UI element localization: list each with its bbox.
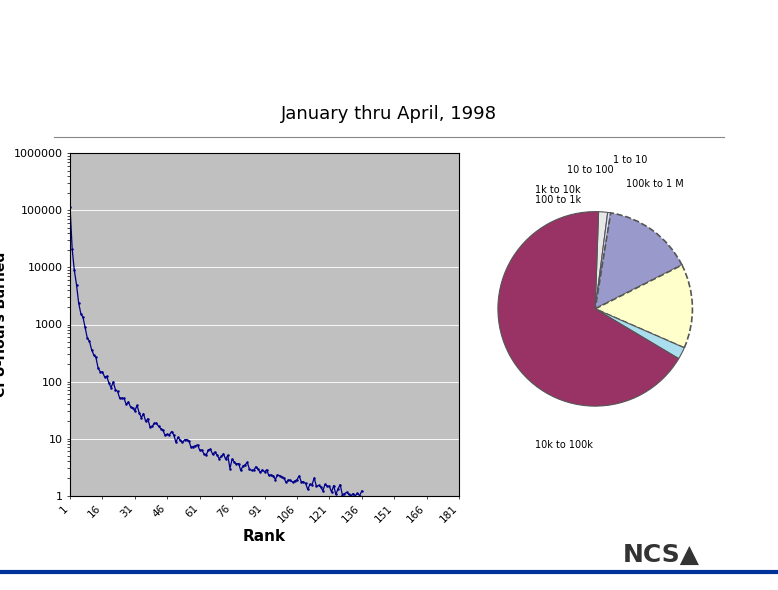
Text: NCS▲: NCS▲ <box>623 543 699 566</box>
Text: 10 to 100: 10 to 100 <box>567 165 614 175</box>
Wedge shape <box>595 213 682 309</box>
Wedge shape <box>498 212 678 406</box>
Text: 100 to 1k: 100 to 1k <box>535 195 581 205</box>
Wedge shape <box>595 212 611 309</box>
Text: January thru April, 1998: January thru April, 1998 <box>281 105 497 123</box>
Text: 1 to 10: 1 to 10 <box>612 155 647 165</box>
Wedge shape <box>595 265 692 348</box>
Wedge shape <box>595 212 608 309</box>
Text: 10k to 100k: 10k to 100k <box>535 440 593 450</box>
Text: 100k to 1 M: 100k to 1 M <box>626 179 684 189</box>
Text: Dominant Usage of NCSA Origin: Dominant Usage of NCSA Origin <box>139 57 639 86</box>
Y-axis label: CPU-Hours Burned: CPU-Hours Burned <box>0 252 8 397</box>
Text: Extreme and Large PIs: Extreme and Large PIs <box>212 12 566 40</box>
X-axis label: Rank: Rank <box>243 529 286 543</box>
Text: 1k to 10k: 1k to 10k <box>535 185 580 195</box>
Wedge shape <box>595 309 685 359</box>
